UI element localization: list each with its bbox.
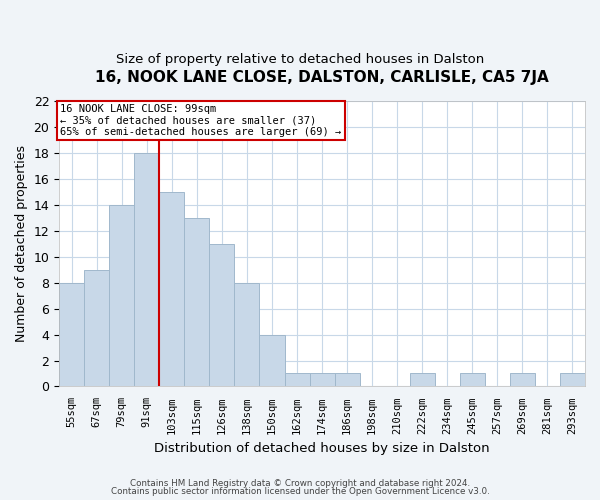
Bar — [259, 334, 284, 386]
Bar — [410, 374, 435, 386]
Bar — [109, 205, 134, 386]
Text: Contains public sector information licensed under the Open Government Licence v3: Contains public sector information licen… — [110, 487, 490, 496]
Bar — [209, 244, 235, 386]
Bar — [184, 218, 209, 386]
Bar — [460, 374, 485, 386]
Title: 16, NOOK LANE CLOSE, DALSTON, CARLISLE, CA5 7JA: 16, NOOK LANE CLOSE, DALSTON, CARLISLE, … — [95, 70, 549, 85]
Bar — [235, 283, 259, 387]
Bar — [310, 374, 335, 386]
Bar — [510, 374, 535, 386]
Bar — [134, 154, 160, 386]
Bar — [560, 374, 585, 386]
Bar — [284, 374, 310, 386]
Y-axis label: Number of detached properties: Number of detached properties — [15, 146, 28, 342]
Text: Contains HM Land Registry data © Crown copyright and database right 2024.: Contains HM Land Registry data © Crown c… — [130, 478, 470, 488]
Bar — [59, 283, 84, 387]
Text: Size of property relative to detached houses in Dalston: Size of property relative to detached ho… — [116, 52, 484, 66]
Bar — [335, 374, 359, 386]
Text: 16 NOOK LANE CLOSE: 99sqm
← 35% of detached houses are smaller (37)
65% of semi-: 16 NOOK LANE CLOSE: 99sqm ← 35% of detac… — [61, 104, 341, 137]
X-axis label: Distribution of detached houses by size in Dalston: Distribution of detached houses by size … — [154, 442, 490, 455]
Bar — [84, 270, 109, 386]
Bar — [160, 192, 184, 386]
